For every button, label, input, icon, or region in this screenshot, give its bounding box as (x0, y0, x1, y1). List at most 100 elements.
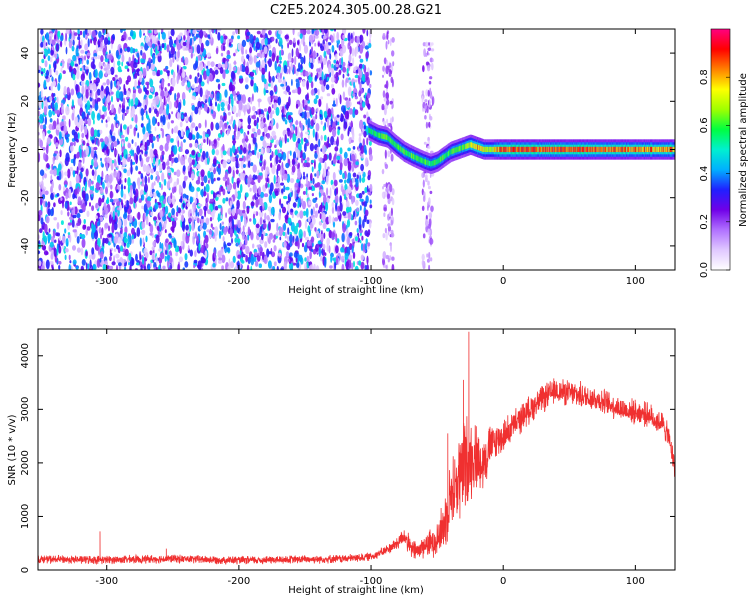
spectrogram-noise-cell (189, 196, 194, 203)
spectrogram-noise-cell (251, 133, 254, 139)
spectrogram-noise-cell (300, 72, 304, 76)
spectrogram-noise-cell (352, 93, 356, 97)
spectrogram-noise-cell (210, 223, 213, 228)
spectrogram-noise-cell (60, 220, 64, 226)
spectrogram-noise-cell (334, 146, 339, 152)
spectrogram-noise-cell (221, 82, 226, 87)
spectrogram-noise-cell (231, 145, 236, 154)
spectrogram-noise-cell (346, 236, 351, 246)
spectrogram-noise-cell (237, 254, 242, 259)
spectrogram-noise-cell (138, 70, 142, 75)
spectrogram-noise-cell (271, 130, 276, 137)
spectrogram-stripe-cell (423, 141, 427, 145)
spectrogram-stripe-cell (385, 265, 388, 269)
spectrogram-noise-cell (250, 96, 253, 105)
spectrogram-noise-cell (219, 223, 222, 230)
spectrogram-noise-cell (159, 144, 164, 151)
spectrogram-noise-cell (309, 57, 313, 63)
spectrogram-noise-cell (86, 210, 90, 217)
spectrogram-noise-cell (198, 208, 203, 217)
spectrogram-noise-cell (310, 208, 313, 216)
spectrogram-noise-cell (301, 79, 306, 87)
spectrogram-noise-cell (47, 208, 51, 217)
spectrogram-noise-cell (337, 129, 340, 136)
spectrogram-noise-cell (232, 105, 237, 113)
spectrogram-noise-cell (241, 65, 246, 73)
spectrogram-noise-cell (100, 157, 102, 162)
spectrogram-noise-cell (124, 178, 127, 183)
spectrogram-noise-cell (156, 72, 160, 77)
spectrogram-stripe-cell (426, 253, 429, 258)
spectrogram-noise-cell (269, 154, 272, 162)
spectrogram-stripe-cell (382, 74, 384, 78)
spectrogram-noise-cell (260, 120, 264, 130)
spectrogram-noise-cell (176, 43, 181, 51)
spectrogram-noise-cell (159, 85, 161, 89)
spectrogram-noise-cell (229, 147, 233, 157)
spectrogram-noise-cell (60, 197, 63, 201)
spectrogram-noise-cell (110, 123, 114, 132)
spectrogram-noise-cell (354, 265, 359, 270)
spectrogram-noise-cell (303, 230, 306, 238)
spectrogram-noise-cell (295, 88, 298, 94)
spectrogram-noise-cell (43, 173, 47, 179)
spectrogram-noise-cell (136, 85, 141, 89)
spectrogram-stripe-cell (429, 116, 433, 121)
spectrogram-noise-cell (158, 182, 162, 186)
spectrogram-noise-cell (282, 152, 287, 161)
spectrogram-noise-cell (48, 228, 51, 233)
spectrogram-noise-cell (182, 165, 186, 172)
spectrogram-noise-cell (105, 70, 108, 77)
spectrogram-noise-cell (252, 164, 257, 173)
spectrogram-noise-cell (210, 140, 214, 147)
spectrogram-noise-cell (142, 237, 145, 246)
spectrogram-noise-cell (254, 146, 257, 156)
spectrogram-noise-cell (209, 217, 213, 222)
spectrogram-noise-cell (51, 100, 55, 109)
spectrogram-noise-cell (81, 149, 84, 159)
spectrogram-noise-cell (311, 193, 314, 197)
spectrogram-noise-cell (140, 49, 143, 56)
spectrogram-noise-cell (235, 169, 239, 175)
spectrogram-noise-cell (347, 212, 352, 221)
spectrogram-noise-cell (195, 209, 198, 217)
spectrogram-noise-cell (310, 106, 315, 116)
spectrogram-noise-cell (193, 259, 198, 264)
spectrogram-noise-cell (248, 143, 252, 151)
spectrogram-noise-cell (284, 119, 288, 125)
spectrogram-stripe-cell (385, 254, 390, 260)
spectrogram-noise-cell (252, 114, 256, 120)
spectrogram-noise-cell (304, 142, 307, 152)
spectrogram-noise-cell (108, 214, 112, 224)
spectrogram-noise-cell (206, 90, 211, 96)
spectrogram-noise-cell (363, 125, 366, 130)
spectrogram-noise-cell (256, 244, 261, 248)
spectrogram-stripe-cell (391, 263, 395, 270)
spectrogram-noise-cell (235, 29, 239, 35)
spectrogram-noise-cell (81, 81, 85, 86)
spectrogram-noise-cell (351, 245, 354, 254)
spectrogram-stripe-cell (426, 214, 428, 220)
spectrogram-noise-cell (151, 142, 154, 149)
spectrogram-noise-cell (51, 125, 55, 130)
spectrogram-noise-cell (112, 210, 115, 221)
spectrogram-noise-cell (324, 170, 326, 178)
spectrogram-noise-cell (297, 171, 302, 179)
spectrogram-noise-cell (81, 238, 86, 248)
spectrogram-noise-cell (113, 170, 118, 178)
spectrogram-noise-cell (311, 166, 314, 173)
spectrogram-noise-cell (273, 245, 277, 252)
spectrogram-noise-cell (308, 34, 313, 43)
spectrogram-noise-cell (81, 202, 86, 213)
spectrogram-noise-cell (288, 58, 292, 62)
spectrogram-noise-cell (150, 47, 153, 57)
figure-title: C2E5.2024.305.00.28.G21 (270, 3, 442, 18)
spectrogram-noise-cell (261, 67, 266, 75)
spectrogram-noise-cell (341, 232, 345, 243)
spectrogram-noise-cell (79, 30, 83, 36)
spectrogram-noise-cell (289, 150, 292, 156)
spectrogram-noise-cell (161, 103, 163, 114)
spectrogram-noise-cell (63, 85, 67, 95)
spectrogram-noise-cell (331, 67, 334, 77)
spectrogram-noise-cell (297, 77, 302, 81)
